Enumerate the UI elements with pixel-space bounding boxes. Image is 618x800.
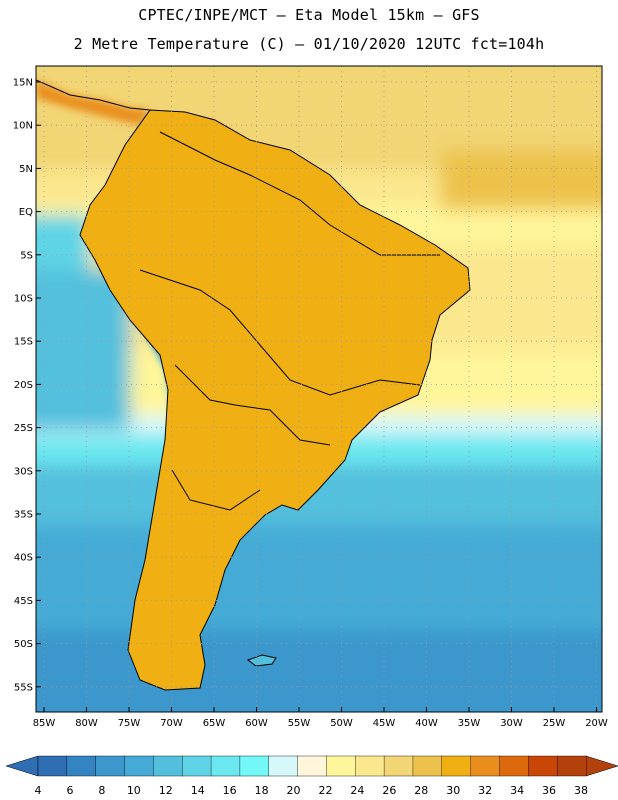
colorbar-tick-label: 6: [66, 784, 73, 797]
lon-label: 85W: [33, 718, 56, 729]
colorbar-tick-label: 32: [478, 784, 492, 797]
title-line-1: CPTEC/INPE/MCT – Eta Model 15km – GFS: [138, 6, 480, 24]
colorbar-tick-label: 30: [446, 784, 460, 797]
colorbar-swatch: [124, 755, 155, 777]
colorbar-tick-label: 36: [542, 784, 556, 797]
lat-label: 5N: [19, 164, 33, 175]
lon-label: 35W: [458, 718, 481, 729]
map-frame: [35, 65, 603, 713]
lat-label: 45S: [14, 596, 33, 607]
colorbar-swatch: [268, 755, 299, 777]
lon-label: 65W: [203, 718, 226, 729]
colorbar-tick-label: 4: [35, 784, 42, 797]
colorbar-swatch: [182, 755, 212, 777]
lat-label: 15N: [13, 78, 33, 89]
colorbar-swatch: [412, 755, 443, 777]
colorbar-tick-label: 22: [318, 784, 332, 797]
colorbar-tick-label: 18: [255, 784, 269, 797]
lon-label: 40W: [415, 718, 438, 729]
lat-label: 55S: [14, 682, 33, 693]
lon-label: 30W: [500, 718, 523, 729]
lat-lon-grid: [36, 66, 602, 712]
lon-label: 50W: [330, 718, 353, 729]
lon-label: 25W: [543, 718, 566, 729]
lat-label: 5S: [20, 250, 33, 261]
colorbar: 4 6 8 10 12 14 16 18 20 22 24 26 28 30 32 34 36 38: [5, 755, 618, 797]
coastlines: [36, 79, 471, 691]
colorbar-swatch: [383, 755, 414, 777]
latitude-labels: 15N 10N 5N EQ 5S 10S 15S 20S 25S 30S 35S 40S 45S 50S 5…: [13, 78, 33, 694]
colorbar-swatch: [95, 755, 126, 777]
lat-label: 25S: [14, 423, 33, 434]
colorbar-swatch: [326, 755, 356, 777]
colorbar-swatch: [297, 755, 328, 777]
colorbar-swatch: [153, 755, 183, 777]
lat-label: 35S: [14, 510, 33, 521]
lon-label: 20W: [585, 718, 608, 729]
colorbar-tick-label: 38: [574, 784, 588, 797]
colorbar-swatch: [441, 755, 472, 777]
colorbar-swatch: [556, 755, 587, 777]
colorbar-tick-label: 34: [510, 784, 524, 797]
colorbar-swatch: [528, 755, 558, 777]
colorbar-swatch: [499, 755, 530, 777]
colorbar-swatch: [37, 755, 68, 777]
colorbar-tick-label: 24: [350, 784, 364, 797]
colorbar-arrow-high: [585, 755, 618, 777]
longitude-labels: 85W 80W 75W 70W 65W 60W 55W 50W 45W 40W 35W 30W 25W 2…: [33, 718, 608, 729]
title-line-2: 2 Metre Temperature (C) – 01/10/2020 12U…: [73, 35, 545, 53]
lat-label: 30S: [14, 466, 33, 477]
colorbar-tick-label: 26: [382, 784, 396, 797]
lon-label: 45W: [373, 718, 396, 729]
lat-label: EQ: [19, 207, 33, 218]
lon-label: 75W: [118, 718, 141, 729]
lon-label: 70W: [160, 718, 183, 729]
lon-label: 55W: [288, 718, 311, 729]
lat-label: 40S: [14, 553, 33, 564]
colorbar-swatch: [470, 755, 501, 777]
lat-label: 20S: [14, 380, 33, 391]
colorbar-tick-label: 16: [223, 784, 237, 797]
colorbar-tick-label: 20: [287, 784, 301, 797]
colorbar-swatch: [239, 755, 270, 777]
colorbar-tick-label: 28: [414, 784, 428, 797]
lat-label: 50S: [14, 639, 33, 650]
lat-label: 10S: [14, 294, 33, 305]
lon-label: 80W: [75, 718, 98, 729]
colorbar-tick-label: 12: [159, 784, 173, 797]
lat-label: 15S: [14, 337, 33, 348]
lon-label: 60W: [245, 718, 268, 729]
colorbar-tick-label: 14: [191, 784, 205, 797]
lat-label: 10N: [13, 121, 33, 132]
colorbar-tick-label: 8: [98, 784, 105, 797]
colorbar-tick-label: 10: [127, 784, 141, 797]
colorbar-swatch: [210, 755, 241, 777]
colorbar-swatch: [355, 755, 385, 777]
colorbar-arrow-low: [5, 755, 39, 777]
colorbar-swatch: [66, 755, 97, 777]
